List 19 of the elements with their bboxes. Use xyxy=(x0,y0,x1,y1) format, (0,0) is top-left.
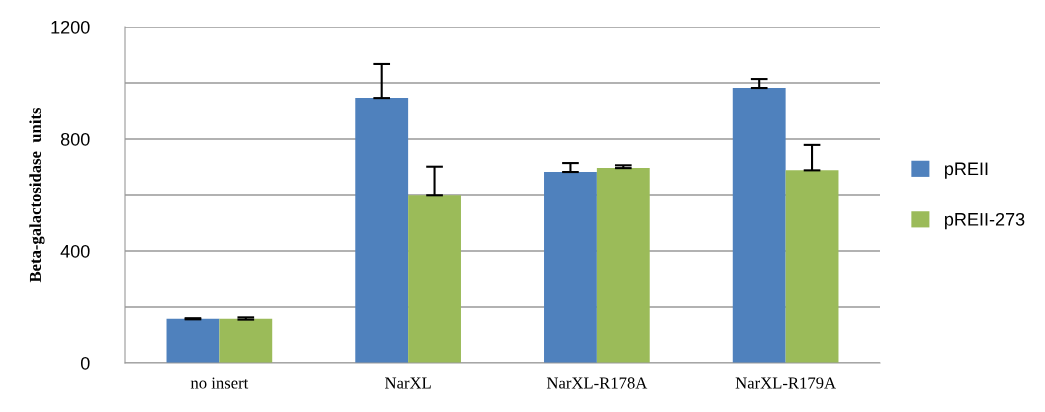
bar xyxy=(408,195,461,363)
y-tick-label: 1200 xyxy=(51,20,90,34)
legend-label: pREII xyxy=(945,162,988,179)
bar xyxy=(355,98,409,363)
y-tick-label: 800 xyxy=(60,132,90,146)
y-tick-label: 0 xyxy=(80,356,90,370)
y-tick-label: 400 xyxy=(60,244,90,258)
bar xyxy=(732,88,786,363)
bar xyxy=(596,168,650,363)
x-tick-label: NarXL xyxy=(385,377,431,389)
x-tick-label: NarXL-R179A xyxy=(735,377,836,389)
x-tick-label: NarXL-R178A xyxy=(546,377,648,389)
x-tick-label: no insert xyxy=(190,377,249,389)
bar xyxy=(544,172,597,363)
bar xyxy=(166,318,220,363)
y-axis-title: Beta-galactosidase units xyxy=(29,107,45,283)
bar xyxy=(785,170,839,363)
bar xyxy=(219,318,273,363)
legend-label: pREII-273 xyxy=(945,212,1025,230)
